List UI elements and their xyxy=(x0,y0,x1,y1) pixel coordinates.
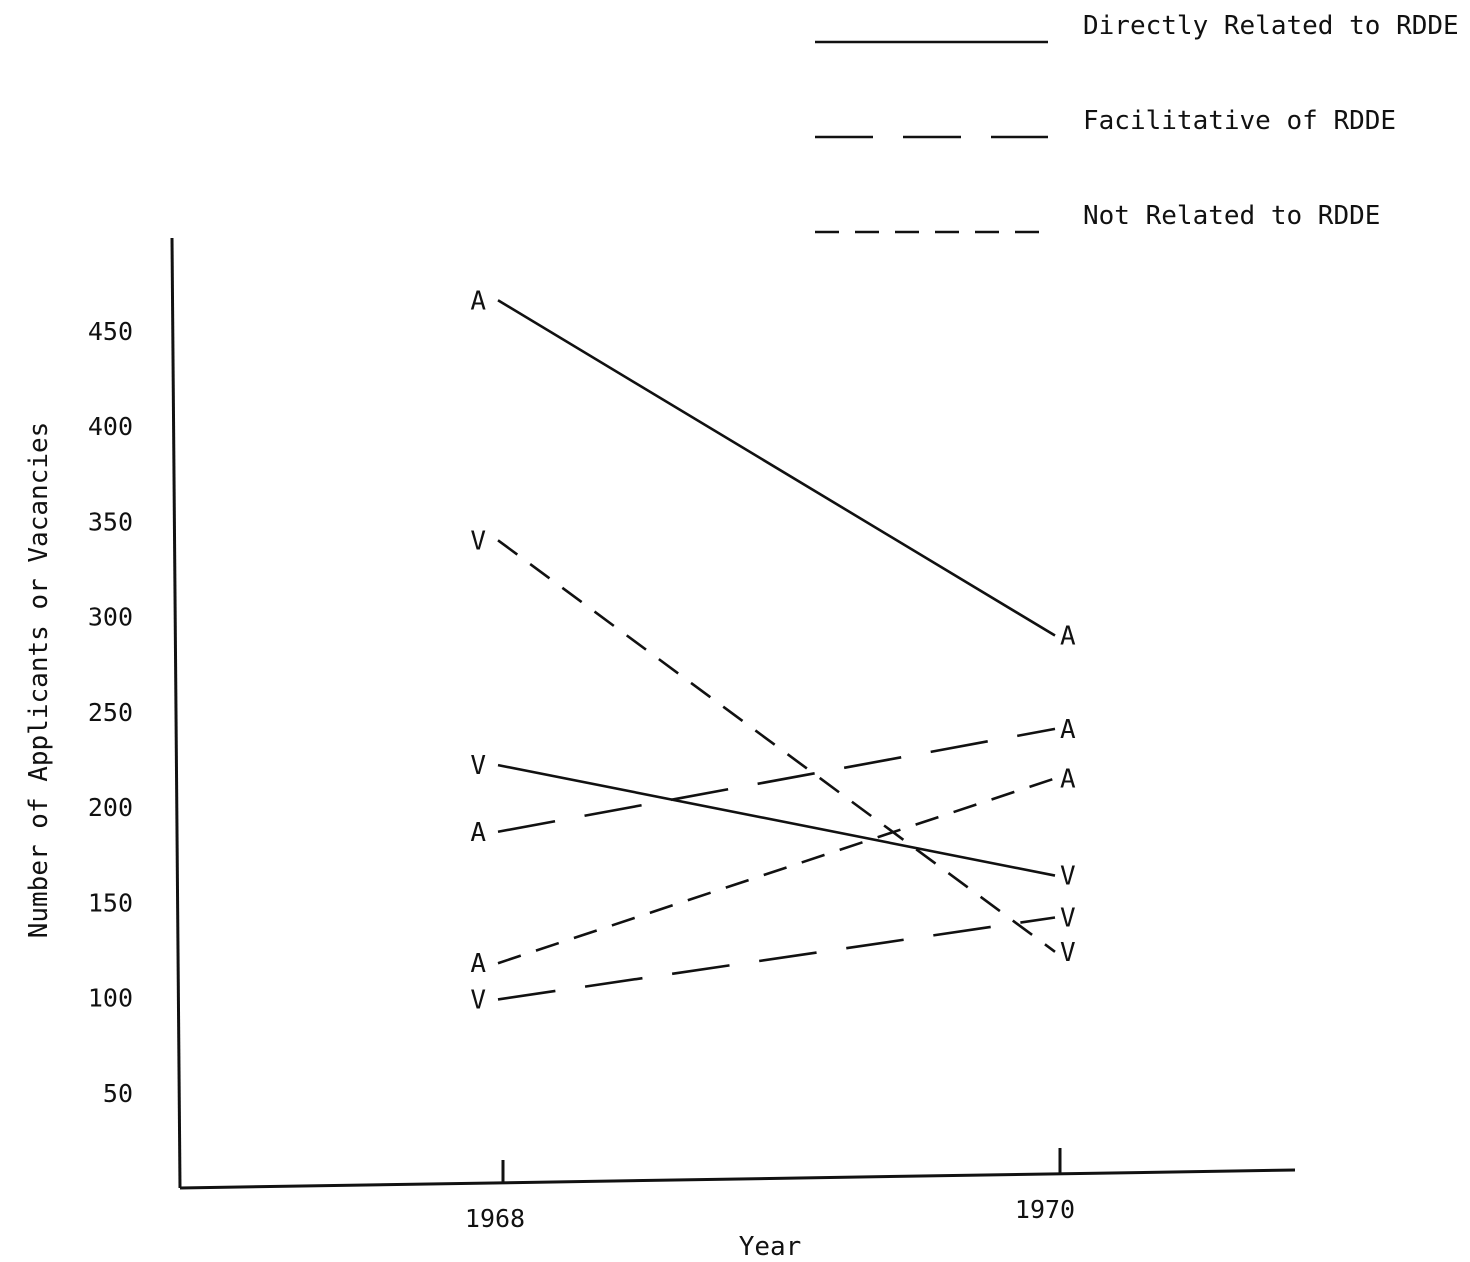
y-tick-label: 250 xyxy=(88,698,133,727)
x-tick-labels: 1968 1970 xyxy=(465,1195,1075,1233)
y-tick-labels: 50 100 150 200 250 300 350 400 450 xyxy=(88,317,133,1108)
series-start-label: V xyxy=(470,751,486,781)
axes xyxy=(170,237,1296,1190)
series-line xyxy=(497,727,1056,834)
y-tick-label: 450 xyxy=(88,317,133,346)
x-axis-title: Year xyxy=(739,1232,802,1262)
y-tick-label: 300 xyxy=(88,603,133,632)
series-end-label: A xyxy=(1060,622,1076,652)
series-start-label: V xyxy=(470,526,486,556)
y-tick-label: 100 xyxy=(88,984,133,1013)
series-end-label: A xyxy=(1060,715,1076,745)
series-end-label: A xyxy=(1060,764,1076,794)
y-tick-label: 50 xyxy=(103,1079,133,1108)
y-tick-label: 200 xyxy=(88,793,133,822)
series-line xyxy=(497,763,1056,877)
series-line xyxy=(497,299,1056,637)
series-start-label: A xyxy=(470,949,486,979)
y-tick-label: 350 xyxy=(88,507,133,536)
series-end-label: V xyxy=(1060,862,1076,892)
y-axis-line xyxy=(170,237,182,1189)
series-line xyxy=(497,777,1056,965)
x-tick-label: 1970 xyxy=(1015,1195,1075,1224)
series-end-label: V xyxy=(1060,903,1076,933)
series-start-label: A xyxy=(470,286,486,316)
series-start-label: A xyxy=(470,818,486,848)
x-tick-label: 1968 xyxy=(465,1204,525,1233)
legend: Directly Related to RDDE Facilitative of … xyxy=(815,11,1459,234)
series-end-label: V xyxy=(1060,938,1076,968)
x-axis-line xyxy=(179,1168,1296,1190)
legend-label: Facilitative of RDDE xyxy=(1083,106,1396,136)
series-line xyxy=(497,539,1056,953)
y-tick-label: 400 xyxy=(88,412,133,441)
legend-label: Not Related to RDDE xyxy=(1083,201,1380,231)
series-line xyxy=(497,916,1056,1001)
series-start-label: V xyxy=(470,985,486,1015)
legend-label: Directly Related to RDDE xyxy=(1083,11,1459,41)
y-axis-title: Number of Applicants or Vacancies xyxy=(24,422,54,939)
y-tick-label: 150 xyxy=(88,888,133,917)
